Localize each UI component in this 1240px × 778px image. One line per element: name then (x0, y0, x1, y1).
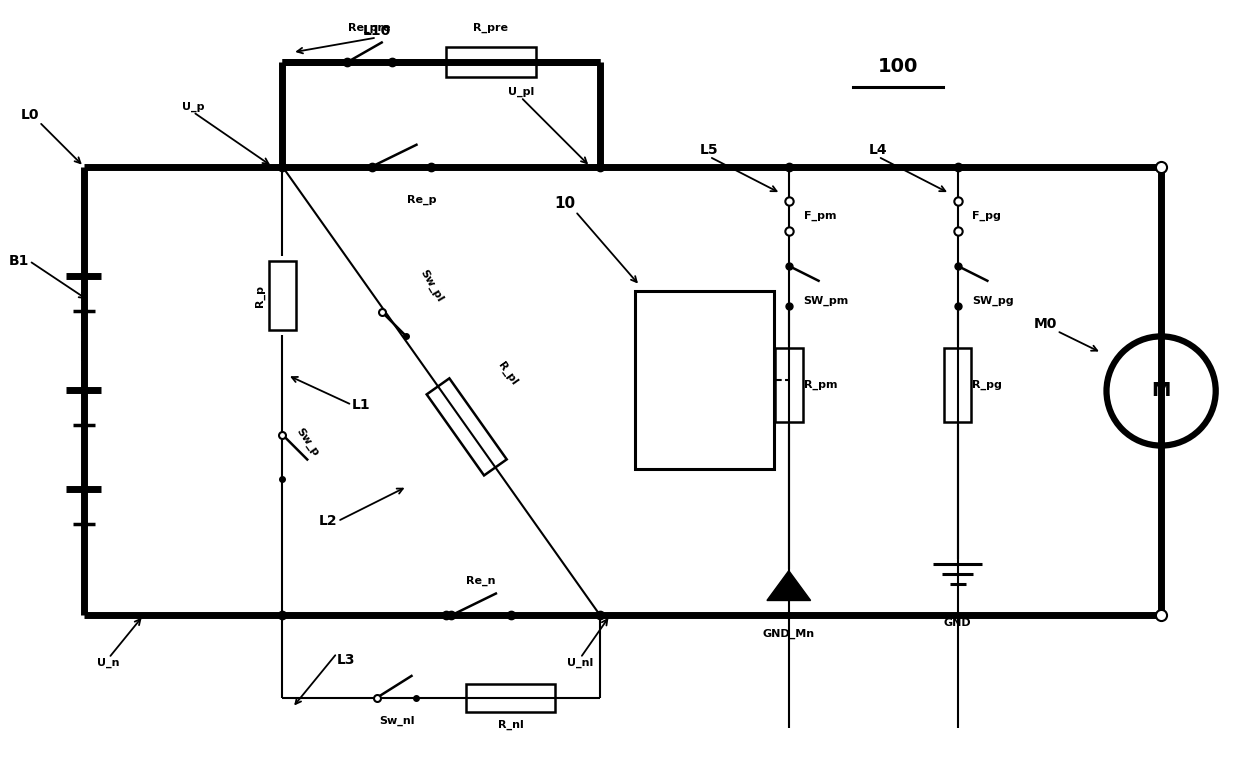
Text: U_pl: U_pl (507, 87, 534, 97)
Text: R_pre: R_pre (474, 23, 508, 33)
Text: L10: L10 (362, 23, 391, 37)
Text: U_nl: U_nl (567, 658, 594, 668)
Text: 100: 100 (878, 58, 918, 76)
Text: Sw_pl: Sw_pl (418, 268, 445, 304)
Polygon shape (944, 348, 971, 422)
Text: L0: L0 (21, 108, 40, 122)
Text: U_n: U_n (98, 658, 120, 668)
Polygon shape (466, 684, 556, 712)
Text: U_p: U_p (182, 102, 205, 112)
Text: B1: B1 (9, 254, 30, 268)
Polygon shape (446, 47, 536, 77)
Text: GND: GND (944, 619, 971, 629)
Text: F_pg: F_pg (972, 211, 1002, 222)
Text: L3: L3 (337, 653, 356, 667)
Text: L1: L1 (352, 398, 371, 412)
Text: 10: 10 (554, 196, 575, 212)
Text: M: M (1152, 381, 1171, 401)
Polygon shape (427, 378, 507, 475)
Text: L5: L5 (701, 142, 719, 156)
Text: R_nl: R_nl (498, 720, 523, 730)
Polygon shape (768, 571, 811, 601)
Text: Re_pre: Re_pre (348, 23, 391, 33)
Text: SW_pg: SW_pg (972, 296, 1014, 306)
Text: R_p: R_p (254, 285, 264, 307)
Text: L2: L2 (319, 514, 337, 528)
Polygon shape (269, 261, 296, 331)
Polygon shape (775, 348, 802, 422)
Text: Re_p: Re_p (407, 194, 436, 205)
Text: R_pg: R_pg (972, 380, 1002, 390)
Bar (635, 291, 774, 469)
Text: L4: L4 (869, 142, 888, 156)
Text: Sw_nl: Sw_nl (379, 716, 414, 726)
Text: F_pm: F_pm (804, 211, 836, 222)
Text: Sw_p: Sw_p (294, 426, 321, 458)
Text: R_pm: R_pm (804, 380, 837, 390)
Text: R_pl: R_pl (496, 360, 520, 387)
Text: SW_pm: SW_pm (804, 296, 849, 306)
Text: GND_Mn: GND_Mn (763, 629, 815, 639)
Text: M0: M0 (1033, 317, 1056, 331)
Text: Re_n: Re_n (466, 575, 496, 586)
